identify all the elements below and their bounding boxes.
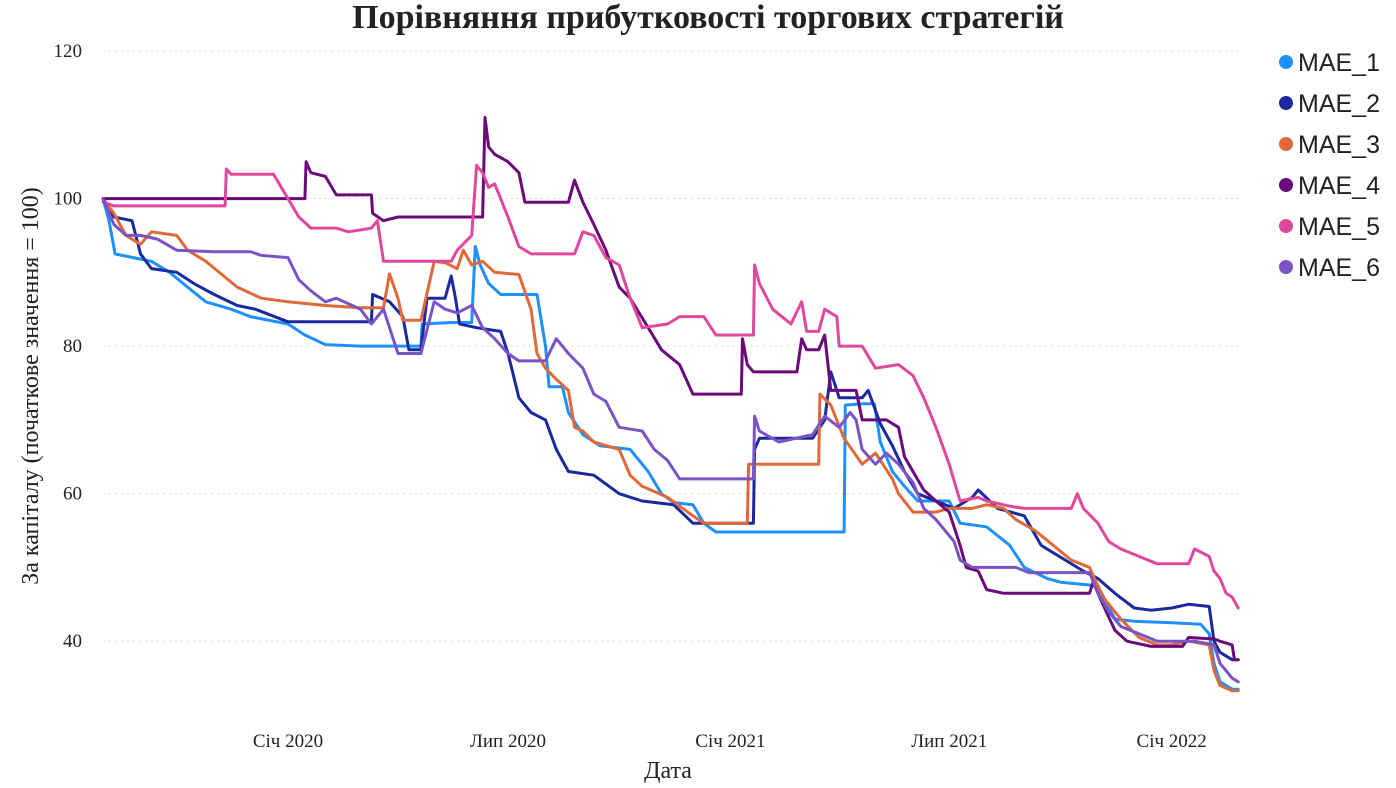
x-tick-label: Лип 2020 (470, 731, 546, 752)
series-line-mae-2 (101, 197, 1240, 662)
legend-marker (1279, 137, 1293, 151)
y-axis-title: За капіталу (початкове значення = 100) (18, 187, 44, 585)
y-tick-label: 100 (54, 189, 83, 210)
legend-label: MAE_3 (1298, 131, 1380, 159)
y-tick-label: 40 (63, 631, 82, 652)
x-axis-title: Дата (644, 758, 692, 784)
legend-marker (1279, 96, 1293, 110)
legend-marker (1279, 260, 1293, 274)
series-line-mae-5 (101, 163, 1240, 610)
x-tick-label: Лип 2021 (911, 731, 987, 752)
legend-marker (1279, 178, 1293, 192)
y-tick-label: 120 (54, 41, 83, 62)
x-tick-label: Січ 2021 (695, 731, 765, 752)
y-tick-label: 60 (63, 484, 82, 505)
x-tick-label: Січ 2022 (1137, 731, 1207, 752)
y-axis-ticks: 40 60 80 100 120 (54, 41, 83, 652)
gridlines (103, 50, 1243, 642)
legend-marker (1279, 55, 1293, 69)
series-lines (101, 115, 1240, 693)
x-tick-label: Січ 2020 (253, 731, 323, 752)
legend-label: MAE_2 (1298, 90, 1380, 118)
legend-label: MAE_1 (1298, 49, 1380, 77)
series-line-mae-4 (101, 115, 1240, 662)
legend-label: MAE_5 (1298, 213, 1380, 241)
series-line-mae-3 (101, 197, 1240, 693)
legend-label: MAE_6 (1298, 254, 1380, 282)
series-line-mae-6 (101, 197, 1240, 684)
legend-label: MAE_4 (1298, 172, 1380, 200)
chart-title: Порівняння прибутковості торгових страте… (352, 0, 1064, 36)
legend-marker (1279, 219, 1293, 233)
y-tick-label: 80 (63, 336, 82, 357)
legend: MAE_1 MAE_2 MAE_3 MAE_4 MAE_5 MAE_6 (1279, 49, 1380, 282)
series-line-mae-1 (101, 197, 1240, 691)
x-axis-ticks: Січ 2020 Лип 2020 Січ 2021 Лип 2021 Січ 2022 (253, 731, 1207, 752)
